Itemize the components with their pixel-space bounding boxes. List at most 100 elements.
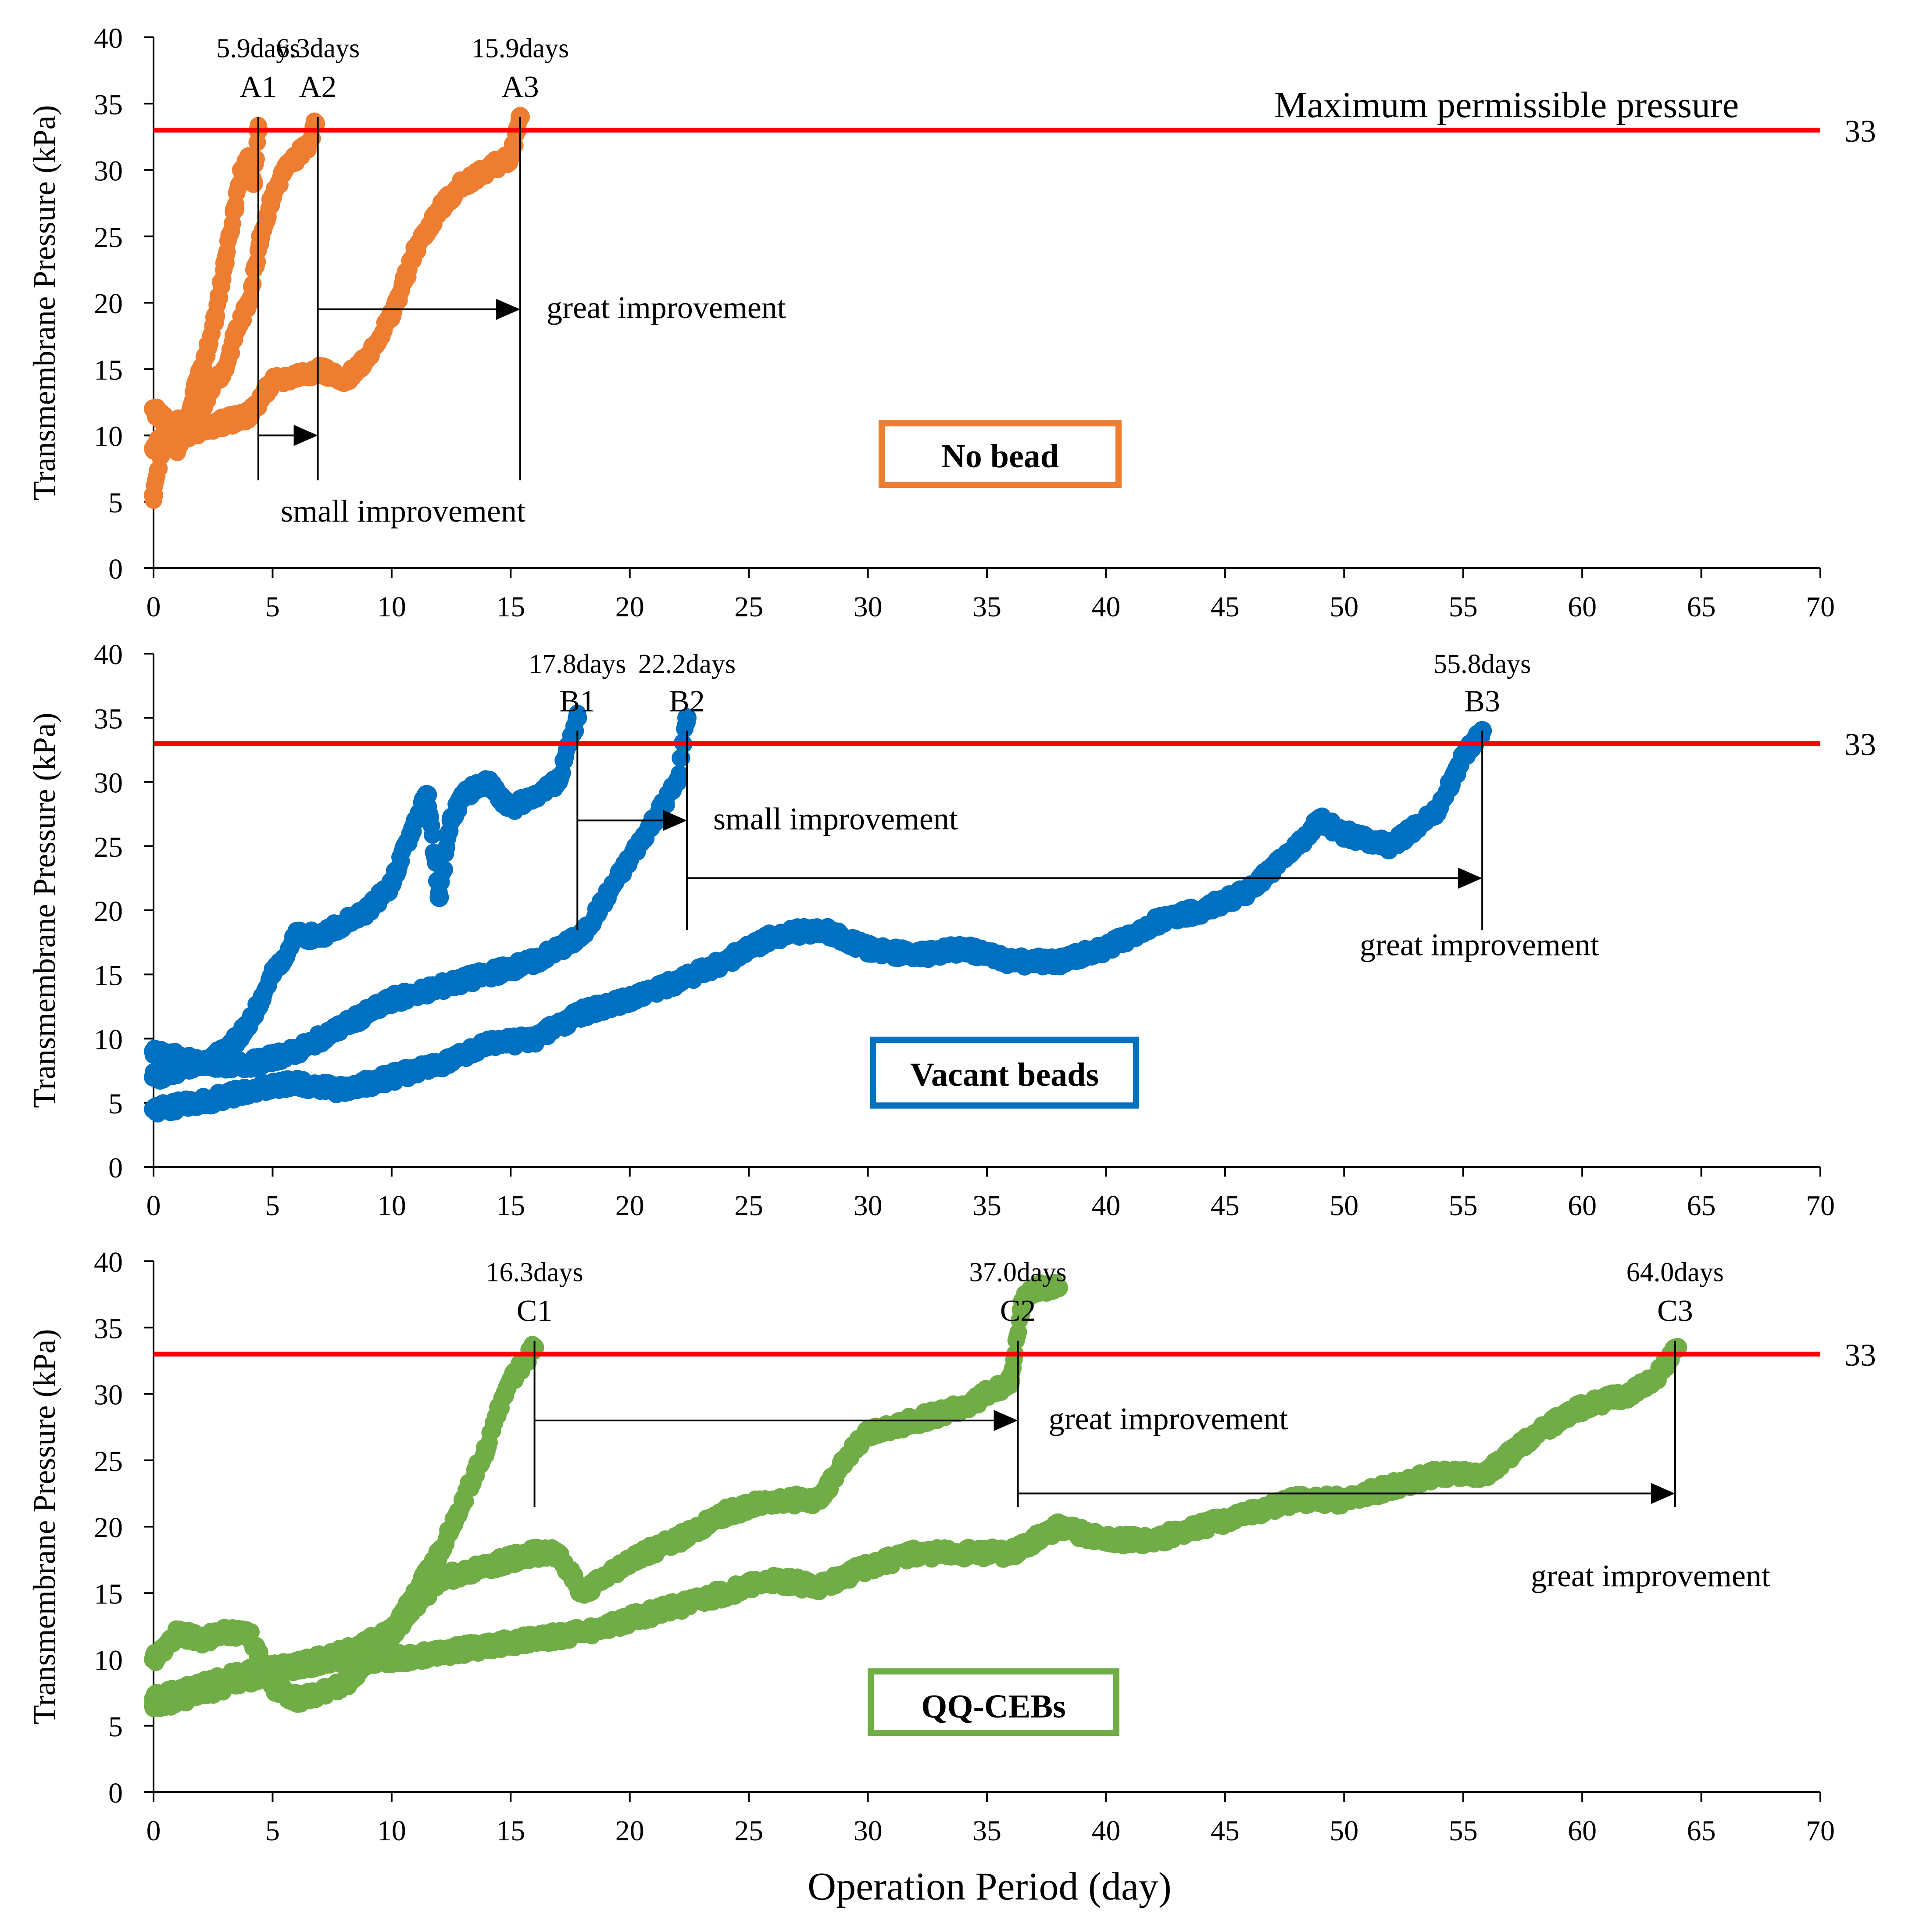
y-tick-label: 35 bbox=[94, 89, 123, 121]
data-point bbox=[418, 785, 437, 805]
data-point bbox=[244, 173, 263, 193]
x-tick-label: 10 bbox=[377, 591, 406, 623]
x-tick-label: 20 bbox=[615, 591, 644, 623]
data-point bbox=[168, 426, 187, 445]
data-point bbox=[525, 1543, 544, 1563]
threshold-label: Maximum permissible pressure bbox=[1274, 85, 1739, 125]
y-tick-label: 30 bbox=[94, 1379, 123, 1411]
marker-days-A2: 6.3days bbox=[276, 33, 360, 63]
x-tick-label: 60 bbox=[1568, 591, 1597, 623]
y-tick-label: 5 bbox=[108, 1711, 123, 1743]
x-tick-label: 65 bbox=[1687, 1815, 1716, 1847]
data-point bbox=[620, 1550, 640, 1570]
data-point bbox=[1239, 881, 1259, 901]
data-point bbox=[239, 293, 259, 312]
y-tick-label: 0 bbox=[108, 553, 123, 585]
marker-label-A2: A2 bbox=[299, 70, 337, 104]
data-point bbox=[144, 485, 163, 505]
data-point bbox=[715, 952, 735, 971]
data-series-A3 bbox=[144, 107, 530, 449]
data-point bbox=[620, 849, 640, 869]
data-point bbox=[525, 785, 544, 805]
x-tick-label: 65 bbox=[1687, 1190, 1716, 1222]
y-tick-label: 15 bbox=[94, 959, 123, 991]
x-tick-label: 10 bbox=[377, 1815, 406, 1847]
x-tick-label: 30 bbox=[854, 591, 883, 623]
y-tick-label: 40 bbox=[94, 22, 123, 54]
data-point bbox=[1144, 913, 1163, 933]
data-point bbox=[263, 965, 282, 984]
threshold-value-label: 33 bbox=[1844, 727, 1876, 762]
data-point bbox=[191, 419, 211, 439]
data-point bbox=[286, 1041, 306, 1061]
improvement-label: small improvement bbox=[713, 801, 958, 836]
data-point bbox=[311, 359, 330, 379]
data-point bbox=[763, 926, 783, 946]
data-point bbox=[1382, 836, 1401, 856]
data-point bbox=[668, 971, 687, 991]
data-point bbox=[196, 346, 216, 365]
data-point bbox=[144, 1067, 163, 1087]
data-point bbox=[1334, 823, 1354, 843]
data-point bbox=[382, 990, 401, 1010]
data-point bbox=[227, 319, 247, 339]
x-tick-label: 0 bbox=[147, 1815, 161, 1847]
data-point bbox=[477, 772, 497, 792]
data-point bbox=[286, 147, 306, 167]
y-tick-label: 25 bbox=[94, 1445, 123, 1478]
x-tick-label: 40 bbox=[1091, 1815, 1120, 1847]
y-tick-label: 15 bbox=[94, 354, 123, 386]
data-point bbox=[441, 811, 461, 830]
data-series-B2 bbox=[144, 708, 697, 1079]
data-point bbox=[477, 1556, 497, 1576]
arrow-head bbox=[293, 425, 318, 446]
data-point bbox=[548, 1543, 568, 1563]
data-point bbox=[525, 952, 544, 971]
x-tick-label: 70 bbox=[1806, 591, 1835, 623]
x-tick-label: 15 bbox=[496, 1815, 525, 1847]
data-point bbox=[1430, 798, 1449, 817]
data-point bbox=[206, 306, 225, 326]
data-point bbox=[548, 772, 568, 792]
data-series-B3 bbox=[144, 721, 1492, 1123]
data-point bbox=[596, 887, 616, 907]
x-tick-label: 55 bbox=[1449, 591, 1478, 623]
data-point bbox=[423, 826, 441, 844]
x-tick-label: 15 bbox=[496, 1190, 525, 1222]
legend-box bbox=[879, 420, 1122, 488]
data-point bbox=[239, 1080, 259, 1100]
data-point bbox=[477, 160, 497, 180]
data-point bbox=[215, 359, 235, 379]
y-tick-label: 25 bbox=[94, 831, 123, 863]
data-point bbox=[677, 708, 697, 728]
x-tick-label: 20 bbox=[615, 1815, 644, 1847]
x-tick-label: 45 bbox=[1211, 591, 1240, 623]
marker-label-A3: A3 bbox=[501, 70, 539, 104]
data-point bbox=[1048, 952, 1068, 971]
data-point bbox=[358, 346, 378, 365]
marker-label-B1: B1 bbox=[559, 685, 595, 719]
marker-days-A1: 5.9days bbox=[216, 33, 300, 63]
x-tick-label: 45 bbox=[1211, 1190, 1240, 1222]
improvement-label: small improvement bbox=[281, 494, 525, 529]
marker-label-B3: B3 bbox=[1464, 685, 1500, 719]
x-tick-label: 0 bbox=[147, 591, 161, 623]
data-point bbox=[429, 200, 449, 220]
data-point bbox=[477, 1437, 497, 1457]
data-point bbox=[382, 875, 401, 894]
marker-days-B2: 22.2days bbox=[638, 649, 736, 679]
data-point bbox=[286, 1689, 306, 1709]
x-tick-label: 70 bbox=[1806, 1190, 1835, 1222]
data-point bbox=[477, 965, 497, 984]
x-tick-label: 5 bbox=[265, 1815, 280, 1847]
data-point bbox=[239, 406, 259, 426]
data-series-C2 bbox=[144, 1274, 1068, 1714]
data-point bbox=[406, 240, 425, 259]
legend-title: Vacant beads bbox=[910, 1056, 1099, 1093]
data-point bbox=[311, 926, 330, 946]
data-point bbox=[298, 134, 318, 153]
y-tick-label: 5 bbox=[108, 1088, 123, 1120]
